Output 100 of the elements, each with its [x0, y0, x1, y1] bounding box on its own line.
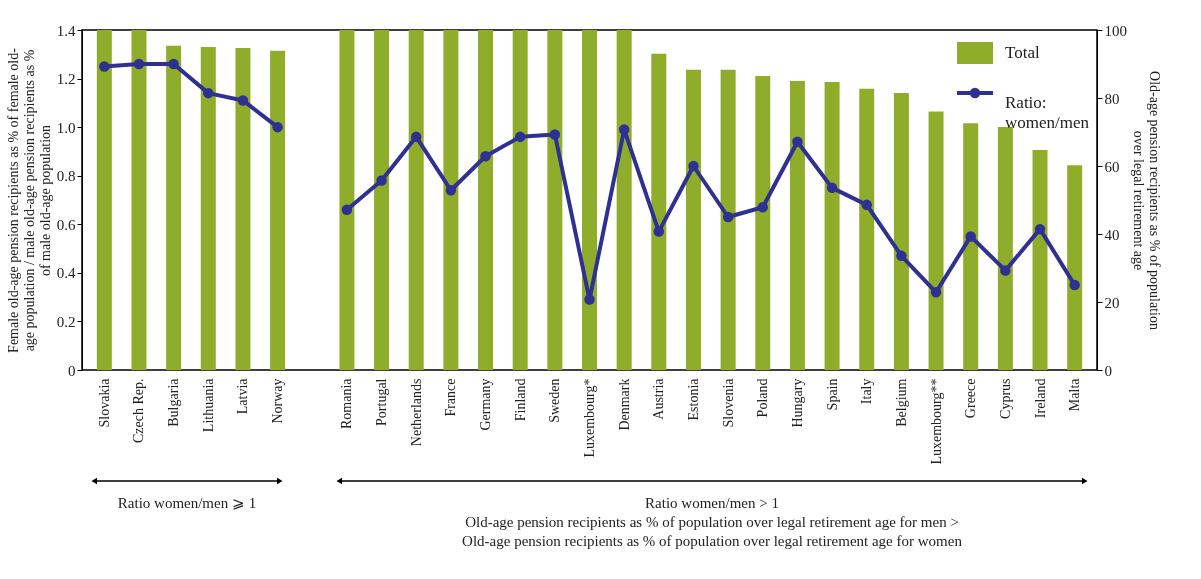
y-tick-label: 1.0: [56, 119, 76, 136]
y-tick-label: 0.6: [56, 216, 76, 233]
bar: [824, 82, 840, 370]
bar: [963, 123, 979, 370]
bar: [997, 126, 1013, 370]
x-tick-label: Ireland: [1032, 378, 1048, 419]
point: [930, 287, 942, 298]
bar: [131, 30, 147, 370]
bar: [374, 30, 390, 370]
point: [722, 211, 734, 223]
bar: [755, 75, 771, 370]
bar: [166, 45, 182, 370]
point: [133, 58, 145, 70]
point: [618, 124, 630, 135]
y2-axis-title: Old-age pension recipients as % of population over legal retirement age: [1131, 71, 1162, 330]
point: [584, 294, 595, 305]
point: [272, 121, 283, 133]
bar: [651, 53, 667, 370]
x-tick-label: Romania: [339, 377, 355, 430]
x-tick-label: Cyprus: [997, 378, 1013, 419]
point: [861, 199, 872, 211]
bar: [859, 88, 875, 370]
y-tick-label: 1.2: [56, 71, 76, 88]
text: Ratio women/men > 1: [645, 495, 779, 511]
point: [410, 131, 422, 143]
point: [168, 58, 179, 70]
point: [99, 61, 110, 72]
x-tick-label: Norway: [270, 378, 286, 424]
bar: [1067, 165, 1083, 370]
x-tick-label: Greece: [963, 378, 979, 419]
point: [514, 131, 526, 143]
text: Old-age pension recipients as % of population over legal retirement age for women: [462, 533, 963, 549]
point: [792, 136, 803, 147]
point: [826, 182, 838, 194]
y-tick-label: 0: [68, 362, 76, 379]
x-tick-label: Luxembourg**: [928, 378, 944, 465]
point: [1000, 265, 1011, 276]
y2-tick-label: 100: [1104, 22, 1127, 39]
y2-tick-label: 0: [1104, 362, 1112, 379]
x-tick-label: Bulgaria: [166, 377, 182, 427]
bar: [235, 48, 251, 370]
x-tick-label: Slovakia: [96, 377, 112, 428]
y2-tick-label: 60: [1104, 158, 1120, 175]
x-tick-label: Austria: [651, 377, 667, 420]
x-tick-label: Sweden: [547, 378, 563, 423]
x-tick-label: France: [443, 378, 459, 417]
x-tick-label: Denmark: [616, 378, 632, 431]
bar: [616, 30, 632, 370]
y-tick-label: 1.4: [56, 22, 76, 39]
bar: [582, 30, 597, 370]
bar: [1032, 150, 1048, 370]
bar: [200, 47, 216, 370]
x-tick-label: Malta: [1067, 377, 1083, 412]
point: [480, 151, 491, 162]
point: [965, 231, 976, 242]
point: [237, 95, 249, 106]
x-tick-label: Germany: [478, 378, 494, 431]
bar: [893, 92, 909, 370]
point: [341, 204, 353, 215]
bar: [928, 111, 944, 370]
bar: [339, 30, 355, 370]
x-tick-label: Estonia: [685, 377, 701, 421]
point: [445, 185, 457, 196]
bar: [96, 30, 112, 370]
bar: [512, 30, 528, 370]
text: Old-age pension recipients as % of population over legal retirement age for men >: [465, 514, 959, 530]
y2-tick-label: 40: [1104, 226, 1120, 243]
x-tick-label: Spain: [824, 378, 840, 411]
y-tick-label: 0.8: [56, 168, 76, 185]
bar: [720, 69, 736, 370]
x-tick-label: Italy: [859, 378, 875, 405]
point: [688, 160, 699, 172]
bar: [408, 30, 424, 370]
x-tick-label: Belgium: [893, 378, 909, 427]
text: Ratio women/men ⩾ 1: [117, 495, 257, 511]
bar: [443, 30, 459, 370]
point: [376, 175, 387, 186]
legend-label: Ratio: women/men: [1005, 93, 1090, 132]
legend-label: Total: [1005, 43, 1040, 62]
point: [896, 250, 907, 262]
x-tick-label: Lithuania: [200, 377, 216, 433]
bar: [478, 30, 494, 370]
x-tick-label: Netherlands: [408, 378, 424, 447]
bar: [685, 69, 701, 370]
x-tick-label: Finland: [512, 378, 528, 422]
point: [1034, 223, 1046, 235]
x-tick-label: Luxembourg*: [582, 378, 597, 458]
y-tick-label: 0.4: [56, 265, 76, 282]
x-tick-label: Slovenia: [720, 377, 736, 428]
point: [549, 129, 561, 140]
bar: [789, 81, 805, 370]
point: [203, 87, 214, 99]
y2-tick-label: 20: [1104, 294, 1120, 311]
x-tick-label: Hungary: [789, 378, 805, 428]
y-tick-label: 0.2: [56, 313, 76, 330]
bar: [270, 50, 286, 370]
point: [757, 202, 769, 213]
x-tick-label: Latvia: [235, 377, 251, 415]
point: [653, 226, 665, 237]
point: [1069, 279, 1080, 291]
